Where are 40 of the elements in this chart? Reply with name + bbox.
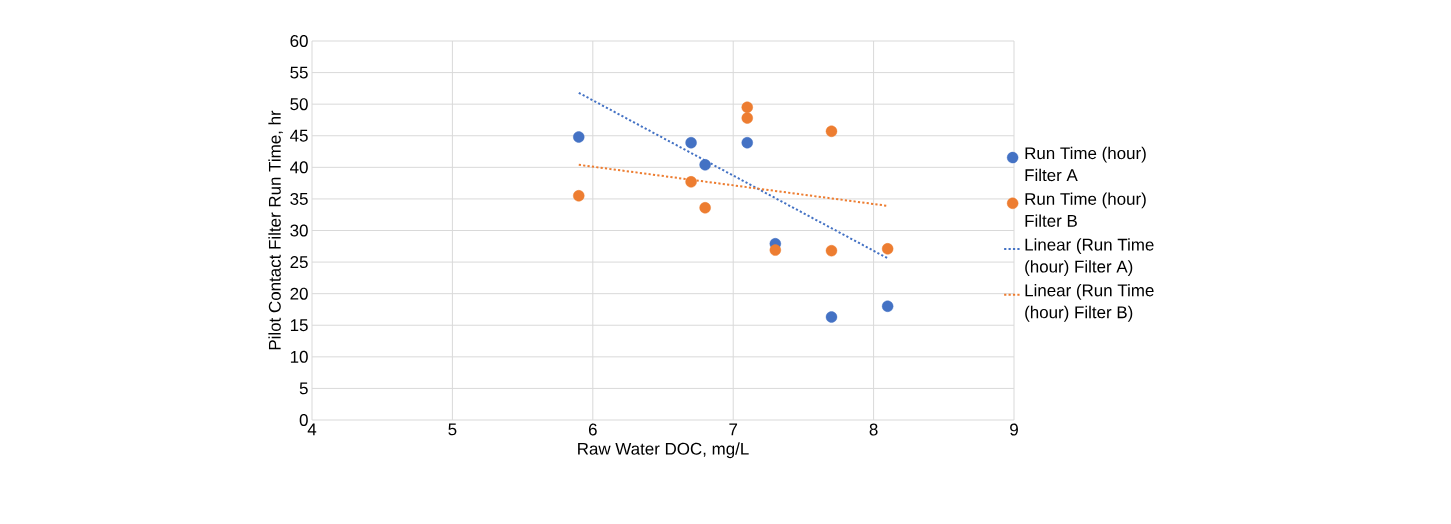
y-tick-label: 0 — [299, 414, 308, 426]
legend-label: Run Time (hour) Filter A — [1025, 146, 1146, 182]
x-tick-label: 8 — [869, 423, 878, 436]
x-tick-label: 5 — [448, 423, 457, 436]
x-axis-title: Raw Water DOC, mg/L — [578, 442, 749, 459]
y-tick-label: 20 — [290, 287, 308, 300]
point — [685, 137, 697, 149]
y-tick-label: 40 — [290, 161, 308, 174]
point — [741, 137, 753, 149]
point — [573, 190, 585, 202]
point — [699, 159, 711, 171]
point — [881, 300, 894, 312]
point — [741, 101, 753, 114]
x-tick-label: 7 — [729, 423, 738, 436]
y-axis-title: Pilot Contact Filter Run Time, hr — [268, 110, 283, 350]
point — [685, 176, 697, 188]
x-tick-label: 4 — [307, 423, 317, 436]
legend-label: Run Time (hour) Filter B — [1025, 192, 1146, 227]
point — [741, 112, 753, 124]
y-tick-label: 50 — [290, 98, 308, 111]
y-tick-label: 35 — [290, 192, 308, 205]
legend-label: Linear (Run Time (hour) Filter A) — [1025, 238, 1154, 276]
y-tick-label: 25 — [290, 256, 308, 269]
y-tick-label: 60 — [290, 35, 308, 47]
y-tick-label: 10 — [290, 350, 308, 363]
point — [769, 244, 782, 256]
point — [825, 125, 838, 138]
y-tick-label: 5 — [299, 382, 308, 395]
y-tick-label: 30 — [290, 224, 308, 237]
x-tick-label: 9 — [1010, 423, 1018, 436]
point — [825, 311, 838, 323]
point — [881, 243, 894, 255]
y-tick-label: 45 — [290, 129, 308, 142]
point — [573, 131, 585, 143]
legend-label: Linear (Run Time (hour) Filter B) — [1025, 283, 1154, 322]
point — [825, 245, 838, 257]
y-tick-label: 55 — [290, 66, 308, 79]
x-tick-label: 6 — [588, 423, 597, 436]
y-tick-label: 15 — [290, 319, 308, 332]
point — [699, 202, 711, 214]
